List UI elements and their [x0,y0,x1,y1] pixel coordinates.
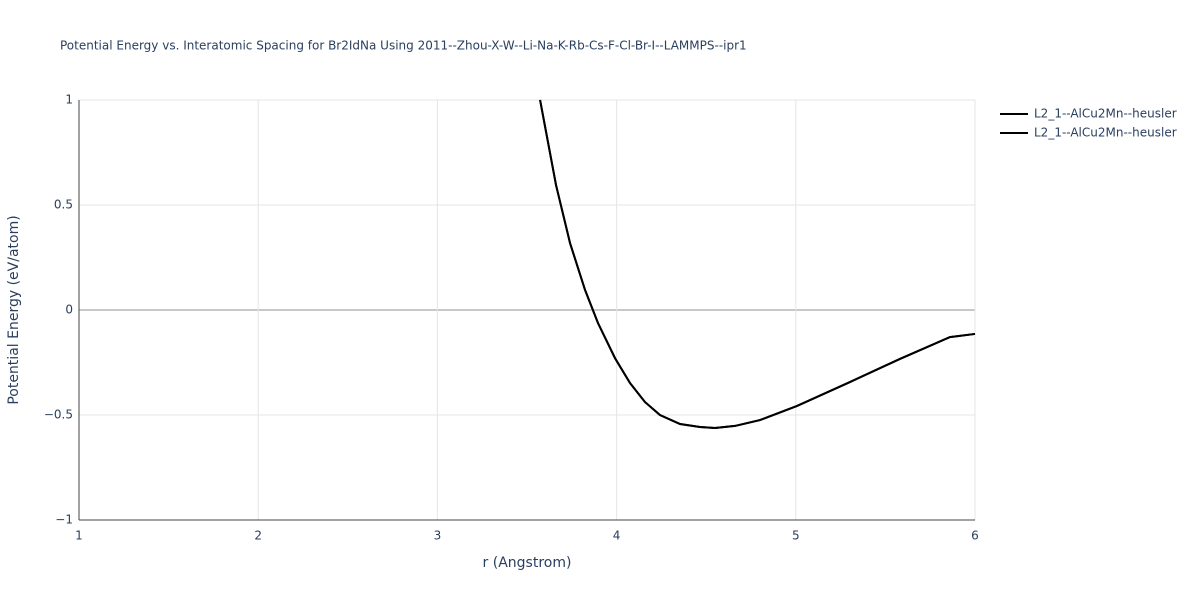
y-tick-label: −1 [55,513,73,527]
y-tick-label: −0.5 [44,408,73,422]
y-axis-label: Potential Energy (eV/atom) [6,215,22,404]
x-tick-label: 4 [613,529,621,543]
x-tick-label: 1 [75,529,83,543]
legend-label: L2_1--AlCu2Mn--heusler [1034,107,1177,121]
chart-title: Potential Energy vs. Interatomic Spacing… [60,39,747,53]
x-tick-label: 6 [971,529,979,543]
x-tick-label: 5 [792,529,800,543]
line-series [539,99,976,430]
y-tick-label: 0 [65,303,73,317]
line-series [539,99,976,430]
legend-label: L2_1--AlCu2Mn--heusler [1034,126,1177,140]
y-tick-label: 1 [65,93,73,107]
x-axis-label: r (Angstrom) [483,555,572,571]
x-tick-label: 2 [254,529,262,543]
y-tick-label: 0.5 [54,198,73,212]
x-tick-label: 3 [434,529,442,543]
